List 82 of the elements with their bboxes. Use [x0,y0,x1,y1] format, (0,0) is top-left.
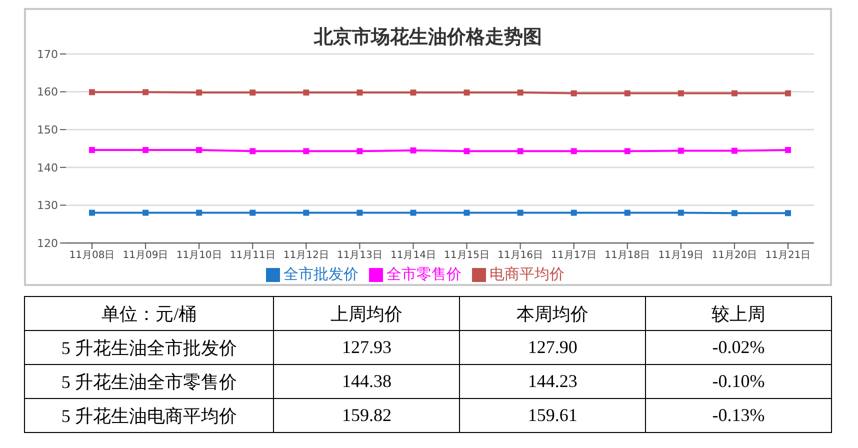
y-tick-label: 170 [37,48,58,61]
point [570,210,577,216]
point [624,90,630,96]
text: 5 升花生油全市零售价 [24,364,274,398]
x-tick-label: 11月18日 [604,250,650,262]
point [785,147,791,154]
point [250,148,256,154]
legend-label: 电商平均价 [490,265,564,283]
text: 上周均价 [274,296,460,330]
x-tick-label: 11月19日 [658,250,704,262]
point [142,147,149,154]
point [624,210,630,216]
point [678,148,684,154]
y-tick-label: 120 [37,236,58,250]
text: 159.61 [460,398,646,432]
point [678,210,684,216]
x-tick-label: 11月15日 [444,250,490,262]
point [196,147,202,154]
point [142,210,149,216]
point [356,90,363,96]
x-tick-label: 11月20日 [712,250,758,262]
point [410,210,416,216]
text: -0.13% [646,398,832,432]
point [410,90,416,96]
point [624,148,630,154]
point [517,90,524,96]
point [731,148,738,154]
x-tick-label: 11月13日 [336,250,382,262]
chart-title: 北京市场花生油价格走势图 [312,25,543,48]
point [303,210,310,216]
y-tick-label: 160 [37,86,58,99]
point [303,90,310,96]
point [464,90,470,96]
point [410,147,416,154]
point [785,210,791,216]
point [89,89,95,96]
y-tick-label: 130 [37,199,58,212]
point [464,210,470,216]
text: 144.38 [274,364,460,398]
text: 5 升花生油全市批发价 [24,330,274,364]
legend-label: 全市零售价 [386,265,462,283]
point [464,148,470,154]
point [250,210,256,216]
text: -0.10% [646,364,832,398]
point [89,147,95,154]
point [731,90,738,96]
x-tick-label: 11月14日 [390,250,436,262]
point [731,210,738,216]
point [570,148,577,154]
point [570,90,577,96]
x-tick-label: 11月09日 [122,250,168,262]
text: 单位：元/桶 [24,296,274,330]
text: 127.90 [460,330,646,364]
point [356,210,363,216]
x-tick-label: 11月17日 [551,250,597,262]
point [356,148,363,154]
text: 本周均价 [460,296,646,330]
point [89,210,95,216]
text: 159.82 [274,398,460,432]
point [678,90,684,96]
point [517,148,524,154]
x-tick-label: 11月08日 [69,250,115,262]
x-tick-label: 11月16日 [498,250,544,262]
point [785,90,791,96]
x-tick-label: 11月10日 [176,250,222,262]
x-tick-label: 11月11日 [230,250,276,262]
text: 127.93 [274,330,460,364]
y-tick-label: 150 [37,124,58,137]
legend-label: 全市批发价 [284,265,358,283]
point [196,90,202,96]
text: 144.23 [460,364,646,398]
y-tick-label: 140 [37,161,58,174]
text: 较上周 [646,296,832,330]
text: -0.02% [646,330,832,364]
point [303,148,310,154]
point [517,210,524,216]
point [250,90,256,96]
x-tick-label: 11月12日 [283,250,329,262]
point [142,89,149,96]
x-tick-label: 11月21日 [765,250,811,262]
text: 5 升花生油电商平均价 [24,398,274,432]
point [196,210,202,216]
